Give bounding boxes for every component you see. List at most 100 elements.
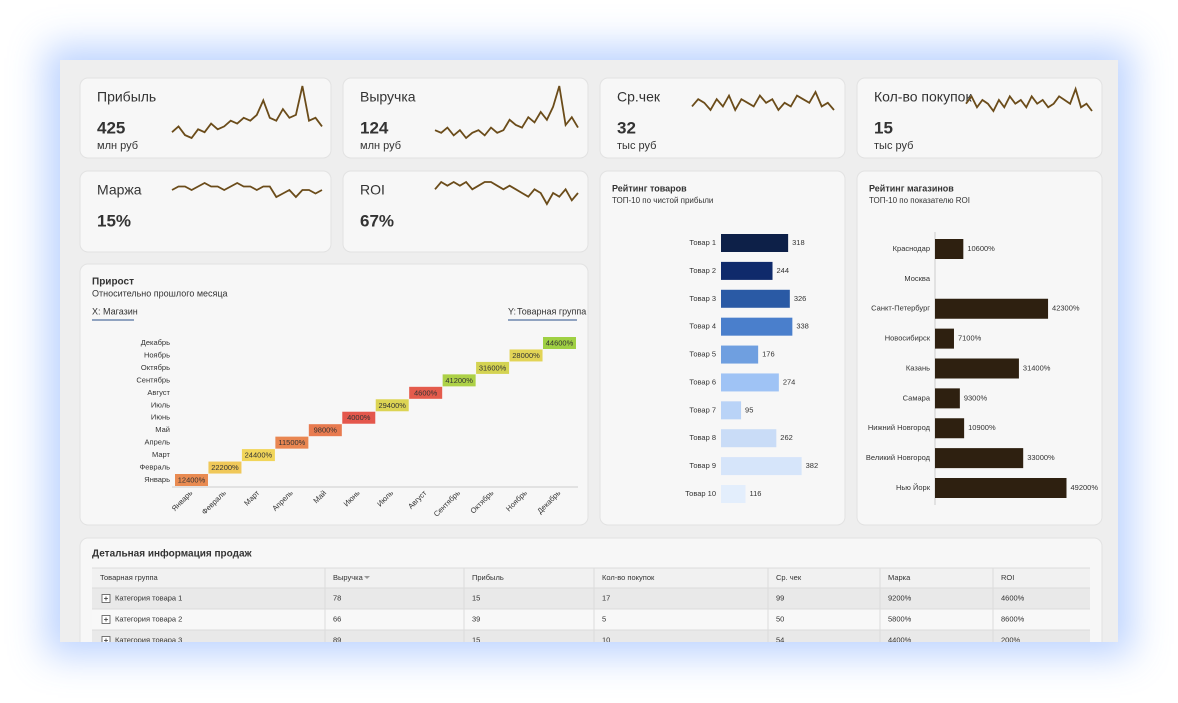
y-tick-label: Санкт-Петербург [871, 304, 930, 313]
heat-cell [375, 399, 409, 412]
sort-icon [364, 576, 370, 579]
chart-title: Рейтинг товаров [612, 183, 687, 193]
table-title: Детальная информация продаж [92, 548, 253, 560]
bar [935, 418, 965, 439]
card [79, 77, 332, 159]
table-cell: 8600% [1001, 614, 1025, 623]
cell-label: 28000% [512, 351, 540, 360]
y-tick-label: Апрель [145, 438, 171, 447]
chart-title: Прирост [92, 277, 134, 288]
y-selector-label: Y: [508, 306, 516, 316]
value-label: 274 [783, 377, 796, 386]
heat-cell [241, 449, 275, 462]
y-tick-label: Сентябрь [136, 375, 170, 384]
table-row [92, 609, 1090, 630]
value-label: 244 [777, 266, 790, 275]
heat-cell [308, 424, 342, 437]
y-tick-label: Март [152, 450, 171, 459]
y-tick-label: Февраль [140, 463, 171, 472]
cell-label: 41200% [445, 376, 473, 385]
column-header: ROI [1001, 573, 1014, 582]
value-label: 33000% [1027, 453, 1055, 462]
card [79, 263, 589, 526]
kpi-value: 32 [617, 118, 636, 137]
heat-cell [543, 337, 576, 349]
y-tick-label: Краснодар [893, 244, 930, 253]
panel: Прибыль 425 млн руб Выручка 124 млн руб Ср.чек… [60, 60, 1118, 644]
card [79, 170, 332, 253]
y-tick-label: Товар 10 [685, 489, 716, 498]
kpi-unit: тыс руб [617, 140, 656, 152]
heat-cell [208, 461, 242, 474]
y-tick-label: Новосибирск [885, 334, 931, 343]
table-cell: 78 [333, 593, 341, 602]
expand-plus [104, 596, 108, 601]
value-label: 262 [780, 433, 793, 442]
table-cell: Категория товара 3 [115, 635, 182, 644]
y-tick-label: Нью Йорк [896, 483, 931, 492]
table-header [92, 568, 1090, 588]
table-cell: 39 [472, 614, 480, 623]
y-tick-label: Ноябрь [144, 350, 170, 359]
chart-subtitle: ТОП-10 по чистой прибыли [612, 196, 713, 205]
bar [721, 234, 789, 252]
kpi-value: 15% [97, 211, 131, 230]
bar [721, 401, 742, 420]
y-tick-label: Товар 6 [689, 377, 716, 386]
table-cell: 9200% [888, 593, 912, 602]
column-header: Товарная группа [100, 573, 159, 582]
sparkline [434, 180, 579, 206]
card [856, 77, 1103, 159]
sparkline [171, 85, 323, 140]
y-tick-label: Товар 7 [689, 405, 716, 414]
x-selector: Магазин [103, 306, 138, 316]
bar [721, 373, 779, 392]
heat-cell [442, 374, 476, 387]
value-label: 10900% [968, 423, 996, 432]
chart-subtitle: ТОП-10 по показателю ROI [869, 196, 970, 205]
kpi-value: 67% [360, 211, 394, 230]
cell-label: 9800% [314, 426, 338, 435]
heat-cell [342, 411, 376, 424]
column-header: Прибыль [472, 573, 504, 582]
kpi-title: Кол-во покупок [874, 89, 972, 105]
y-tick-label: Казань [906, 363, 930, 372]
x-selector-label: X: [92, 306, 101, 316]
bar [721, 345, 759, 364]
sparkline [171, 181, 323, 199]
kpi-title: Ср.чек [617, 89, 661, 105]
y-tick-label: Товар 4 [689, 322, 716, 331]
cell-label: 4000% [347, 413, 371, 422]
cell-label: 11500% [278, 438, 305, 447]
bar [935, 478, 1067, 498]
y-tick-label: Товар 1 [689, 238, 716, 247]
y-selector: Товарная группа [517, 306, 586, 316]
card [342, 170, 589, 253]
kpi-title: Маржа [97, 182, 142, 198]
table-cell: 15 [472, 593, 480, 602]
table-cell: 99 [776, 593, 784, 602]
value-label: 31400% [1023, 363, 1051, 372]
y-tick-label: Нижний Новгород [868, 423, 931, 432]
y-tick-label: Самара [903, 393, 931, 402]
table-cell: 50 [776, 614, 784, 623]
cell-label: 44600% [546, 338, 574, 347]
value-label: 338 [796, 322, 809, 331]
bar [721, 317, 793, 336]
table-cell: 89 [333, 635, 341, 644]
column-header: Кол-во покупок [602, 573, 655, 582]
card [599, 77, 846, 159]
kpi-value: 425 [97, 118, 125, 137]
kpi-value: 15 [874, 118, 893, 137]
table-cell: 10 [602, 635, 610, 644]
y-tick-label: Май [155, 425, 170, 434]
bar [721, 485, 746, 503]
table-cell: 17 [602, 593, 610, 602]
y-tick-label: Великий Новгород [866, 453, 931, 462]
heat-cell [476, 361, 510, 374]
y-tick-label: Товар 5 [689, 350, 716, 359]
kpi-unit: тыс руб [874, 140, 913, 152]
card [856, 170, 1103, 526]
